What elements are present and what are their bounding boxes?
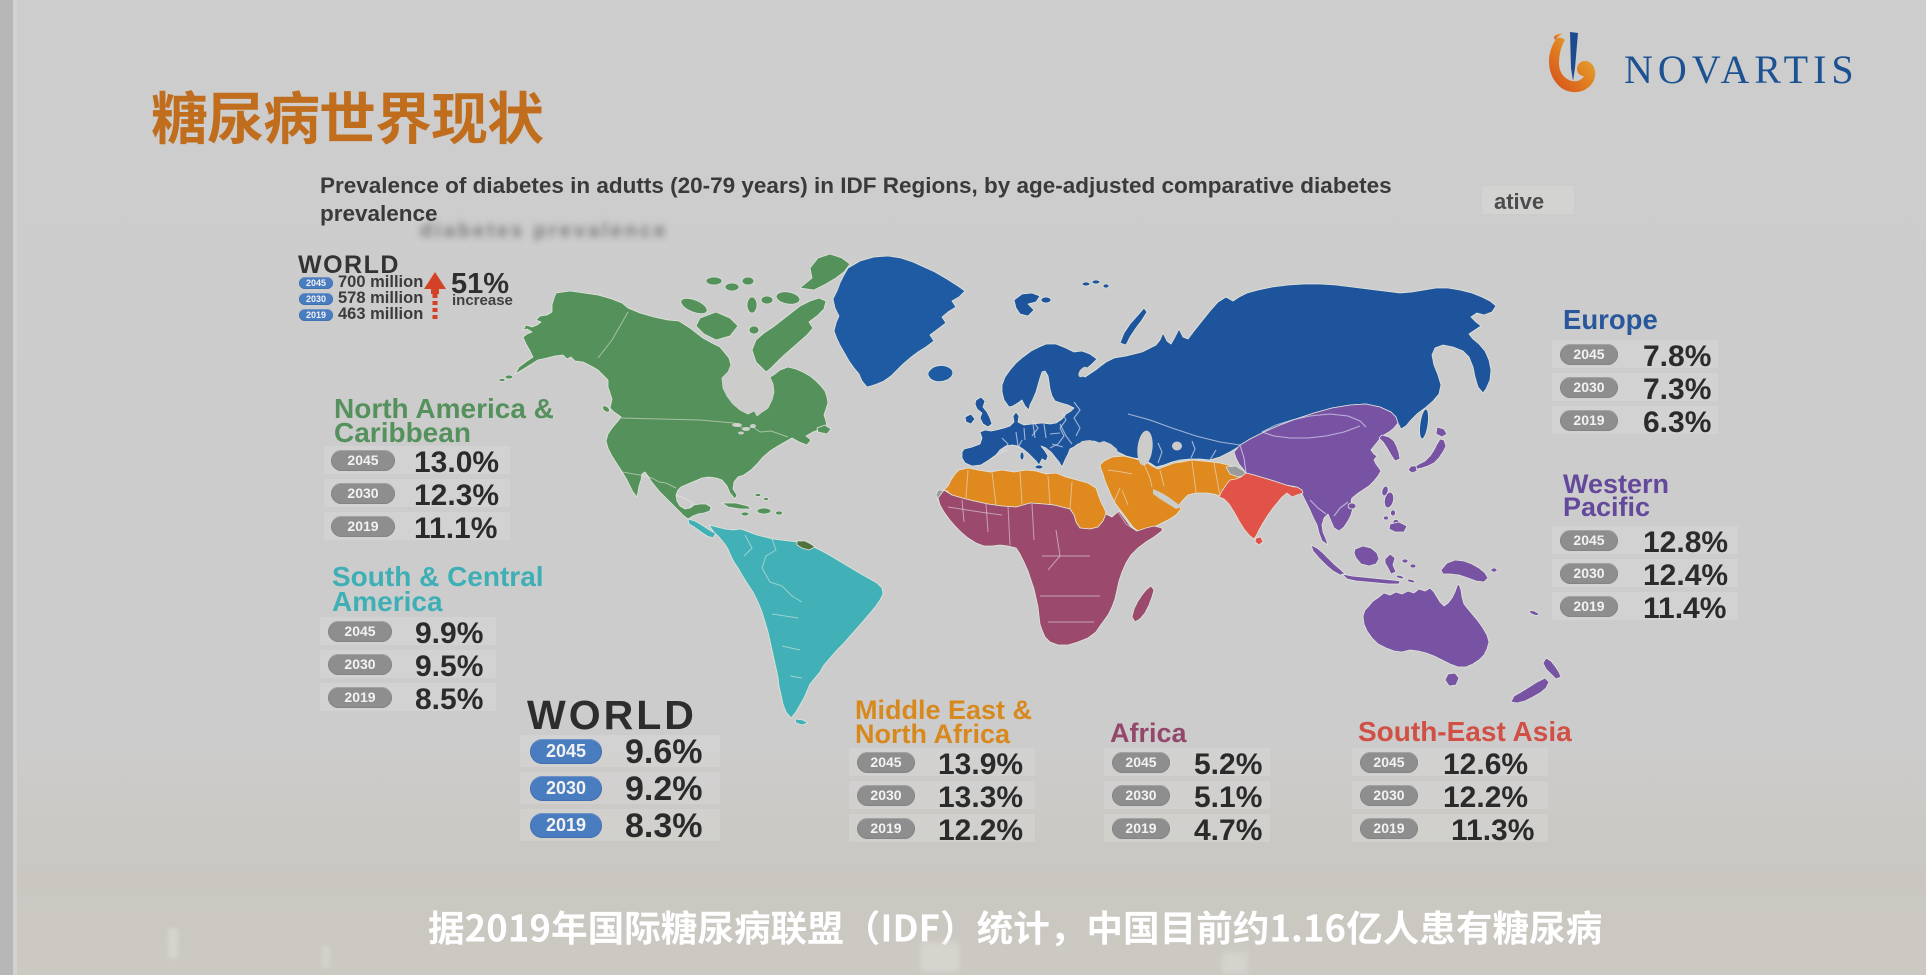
svg-text:NOVARTIS: NOVARTIS <box>1624 47 1859 92</box>
